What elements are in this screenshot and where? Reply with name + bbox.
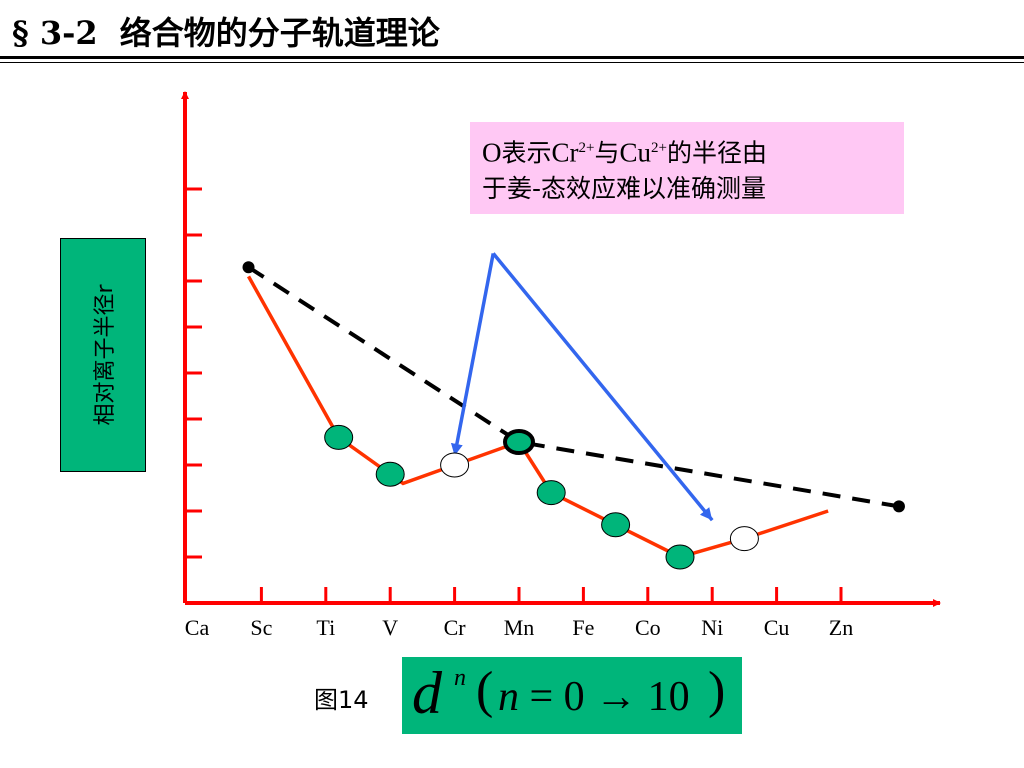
chart-markers: [242, 261, 905, 570]
x-tick-label-ni: Ni: [701, 615, 723, 640]
trend-point-dot: [242, 261, 255, 274]
x-tick-label-sc: Sc: [250, 615, 272, 640]
trend-line-path: [247, 265, 900, 509]
section-title: 络合物的分子轨道理论: [119, 14, 440, 52]
formula-variable: n: [498, 674, 519, 720]
formula-box: d n ( n = 0 → 10 ): [402, 657, 742, 734]
measured-point-open: [729, 526, 759, 552]
x-tick-label-cu: Cu: [764, 615, 790, 640]
figure-label: 图14: [314, 686, 369, 714]
annotation-marker-symbol: O: [482, 137, 502, 168]
title-bar: § 3-2 络合物的分子轨道理论: [0, 0, 1024, 64]
x-tick-label-co: Co: [635, 615, 661, 640]
annotation-arrows: [450, 252, 714, 522]
measured-line-path: [246, 275, 829, 559]
annotation-ion-2: Cu: [619, 137, 652, 168]
annotation-ion-1-charge: 2+: [578, 140, 595, 156]
annotation-line-1: O表示Cr2+与Cu2+的半径由: [482, 130, 904, 171]
page-title: § 3-2 络合物的分子轨道理论: [12, 8, 440, 54]
x-tick-labels: Ca Sc Ti V Cr Mn Fe Co Ni Cu Zn: [185, 615, 853, 640]
measured-point-filled: [601, 512, 631, 538]
measured-point-filled: [324, 424, 354, 450]
title-rule-thin: [0, 62, 1024, 63]
measured-point-open: [440, 452, 470, 478]
x-tick-label-mn: Mn: [504, 615, 535, 640]
x-tick-label-cr: Cr: [444, 615, 467, 640]
title-rule-thick: [0, 56, 1024, 59]
annotation-text-2: 与: [594, 138, 620, 168]
formula-range: = 0 → 10: [519, 674, 690, 720]
x-tick-label-fe: Fe: [572, 615, 594, 640]
measured-point-filled: [536, 480, 566, 506]
annotation-arrow-2: [491, 252, 714, 522]
section-number: § 3-2: [12, 14, 98, 52]
x-tick-label-v: V: [382, 615, 398, 640]
y-axis-label-box: 相对离子半径r: [60, 238, 146, 472]
formula-close-paren: ): [708, 662, 726, 719]
annotation-ion-2-charge: 2+: [651, 140, 667, 156]
y-axis-label: 相对离子半径r: [93, 284, 118, 426]
formula-open-paren: (: [476, 662, 494, 719]
trend-point-dot: [892, 500, 905, 513]
trend-line: [247, 265, 900, 509]
annotation-line-2: 于姜-态效应难以准确测量: [482, 174, 767, 204]
formula-base: d: [412, 660, 442, 726]
annotation-ion-1: Cr: [551, 137, 579, 168]
annotation-text-3: 的半径由: [666, 138, 767, 168]
measured-point-filled: [665, 544, 695, 570]
measured-line: [246, 275, 829, 559]
measured-point-ring: [503, 429, 535, 455]
annotation-text-1: 表示: [501, 138, 552, 168]
chart-axes: [181, 91, 941, 607]
x-tick-label-ti: Ti: [316, 615, 335, 640]
x-tick-label-ca: Ca: [185, 615, 210, 640]
x-tick-label-zn: Zn: [829, 615, 853, 640]
formula-superscript: n: [454, 665, 466, 691]
measured-point-filled: [375, 461, 405, 487]
formula-expression: n = 0 → 10: [498, 673, 690, 721]
annotation-box: O表示Cr2+与Cu2+的半径由 于姜-态效应难以准确测量: [470, 122, 904, 214]
annotation-arrow-1: [450, 253, 495, 457]
